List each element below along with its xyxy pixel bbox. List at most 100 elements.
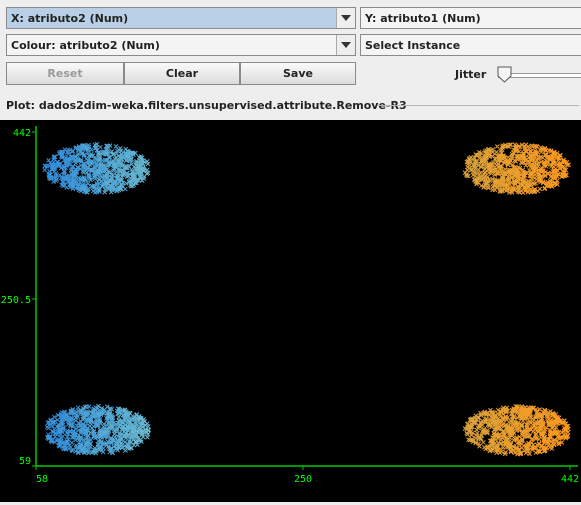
point (531, 189, 536, 195)
point (97, 427, 103, 433)
point (74, 423, 80, 429)
point (62, 409, 67, 415)
point (494, 431, 499, 437)
point (552, 437, 557, 443)
point (127, 439, 132, 444)
point (60, 179, 65, 185)
point (497, 157, 503, 163)
point (86, 404, 92, 409)
point (495, 157, 501, 163)
point (517, 144, 523, 150)
point (61, 183, 66, 189)
point (75, 405, 81, 411)
point (69, 440, 75, 446)
point (562, 170, 568, 175)
point (527, 145, 532, 150)
point (554, 182, 560, 187)
point (530, 405, 535, 411)
point (549, 153, 555, 159)
point (131, 182, 137, 188)
point (127, 433, 133, 439)
point (124, 444, 129, 450)
jitter-slider-thumb[interactable] (497, 66, 515, 84)
point (560, 158, 566, 163)
save-button[interactable]: Save (240, 62, 356, 85)
point (91, 434, 97, 440)
point (86, 173, 91, 178)
point (480, 430, 486, 435)
point (82, 176, 88, 182)
point (558, 165, 563, 171)
point (137, 174, 143, 180)
point (52, 162, 57, 167)
point (474, 179, 479, 185)
point (544, 412, 550, 417)
x-axis-select[interactable]: X: atributo2 (Num) (6, 7, 356, 29)
point (492, 427, 498, 432)
point (482, 175, 488, 180)
chevron-down-icon[interactable] (336, 35, 355, 55)
point (493, 447, 499, 453)
point (465, 421, 470, 427)
point (513, 420, 519, 426)
point (511, 147, 516, 153)
point (145, 161, 151, 167)
point (86, 142, 91, 148)
jitter-slider[interactable] (493, 66, 581, 84)
point (486, 185, 491, 191)
point (54, 172, 59, 178)
clear-button[interactable]: Clear (124, 62, 240, 85)
point (111, 168, 116, 173)
point (517, 428, 522, 433)
point (552, 414, 557, 420)
point (533, 407, 539, 412)
point (498, 409, 504, 415)
point (99, 406, 105, 411)
point (514, 167, 520, 173)
point (66, 176, 72, 182)
point (98, 412, 104, 418)
point (503, 406, 509, 412)
point (472, 155, 478, 161)
point (495, 440, 501, 446)
point (53, 431, 59, 436)
point (63, 417, 69, 422)
point (515, 451, 520, 457)
point (543, 164, 549, 169)
point (556, 441, 562, 447)
point (482, 170, 488, 176)
point (107, 407, 113, 412)
point (97, 158, 102, 163)
point (123, 435, 129, 441)
point (516, 156, 522, 161)
x-tick-label: 442 (561, 474, 579, 485)
point (134, 432, 140, 438)
point (81, 437, 87, 443)
chevron-down-icon[interactable] (336, 8, 355, 28)
point (114, 188, 120, 194)
point (137, 158, 143, 164)
scatter-plot[interactable]: 442 250.5 59 58 250 442 (0, 120, 581, 502)
point (46, 419, 52, 425)
point (80, 146, 86, 152)
point (74, 409, 80, 415)
colour-select[interactable]: Colour: atributo2 (Num) (6, 34, 356, 56)
point (561, 164, 566, 169)
point (475, 163, 481, 168)
point (491, 427, 497, 433)
point (522, 429, 528, 435)
point (493, 437, 499, 442)
point (500, 415, 506, 421)
x-axis-select-label: X: atributo2 (Num) (11, 11, 129, 25)
point (534, 435, 540, 441)
select-instance-label: Select Instance (365, 38, 461, 52)
point (65, 156, 71, 161)
y-axis-select[interactable]: Y: atributo1 (Num) (360, 7, 581, 29)
point (81, 164, 86, 170)
reset-button[interactable]: Reset (6, 62, 124, 85)
point (126, 173, 131, 179)
point (124, 421, 130, 427)
point (529, 153, 535, 159)
point (119, 424, 125, 430)
select-instance-select[interactable]: Select Instance (360, 34, 581, 56)
